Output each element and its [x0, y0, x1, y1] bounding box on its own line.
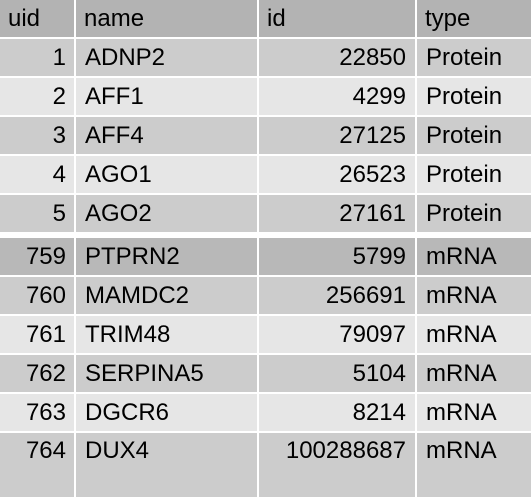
table-row[interactable]: 5 AGO2 27161 Protein	[0, 195, 531, 232]
cell-name: TRIM48	[76, 316, 259, 353]
table-row[interactable]: 2 AFF1 4299 Protein	[0, 78, 531, 115]
cell-type: Protein	[426, 160, 503, 188]
cell-id: 22850	[259, 39, 417, 76]
cell-type: mRNA	[426, 242, 497, 270]
cell-uid: 759	[0, 238, 76, 275]
cell-name: PTPRN2	[76, 238, 259, 275]
cell-id: 8214	[259, 394, 417, 431]
cell-uid: 761	[0, 316, 76, 353]
cell-type: mRNA	[426, 320, 497, 348]
cell-uid: 1	[0, 39, 76, 76]
cell-name: AGO2	[76, 195, 259, 232]
table-row[interactable]: 4 AGO1 26523 Protein	[0, 156, 531, 193]
cell-name: MAMDC2	[76, 277, 259, 314]
cell-name: DUX4	[76, 433, 259, 497]
cell-type: mRNA	[426, 281, 497, 309]
cell-type: mRNA	[426, 437, 497, 464]
cell-id: 27161	[259, 195, 417, 232]
table-row[interactable]: 761 TRIM48 79097 mRNA	[0, 316, 531, 353]
cell-id: 5799	[259, 238, 417, 275]
table-row[interactable]: 1 ADNP2 22850 Protein	[0, 39, 531, 76]
row-gap-divider	[0, 234, 531, 238]
table-row[interactable]: 3 AFF4 27125 Protein	[0, 117, 531, 154]
table-row[interactable]: 764 DUX4 100288687 mRNA	[0, 433, 531, 497]
column-header-name[interactable]: name	[76, 0, 259, 37]
cell-uid: 2	[0, 78, 76, 115]
cell-id: 256691	[259, 277, 417, 314]
table-header: uid name id type	[0, 0, 531, 37]
cell-uid: 763	[0, 394, 76, 431]
cell-type: mRNA	[426, 398, 497, 426]
table-row[interactable]: 760 MAMDC2 256691 mRNA	[0, 277, 531, 314]
column-header-uid[interactable]: uid	[0, 0, 76, 37]
column-header-id[interactable]: id	[259, 0, 417, 37]
cell-id: 27125	[259, 117, 417, 154]
cell-name: DGCR6	[76, 394, 259, 431]
cell-uid: 5	[0, 195, 76, 232]
cell-uid: 760	[0, 277, 76, 314]
cell-uid: 762	[0, 355, 76, 392]
cell-name: SERPINA5	[76, 355, 259, 392]
cell-name: AFF4	[76, 117, 259, 154]
cell-id: 100288687	[259, 433, 417, 497]
cell-uid: 4	[0, 156, 76, 193]
cell-type: Protein	[426, 199, 503, 227]
cell-id: 5104	[259, 355, 417, 392]
cell-type: Protein	[426, 121, 503, 149]
table-row[interactable]: 762 SERPINA5 5104 mRNA	[0, 355, 531, 392]
table-row[interactable]: 759 PTPRN2 5799 mRNA	[0, 238, 531, 275]
cell-name: ADNP2	[76, 39, 259, 76]
cell-type: mRNA	[426, 359, 497, 387]
cell-type: Protein	[426, 43, 503, 71]
cell-name: AFF1	[76, 78, 259, 115]
cell-uid: 764	[0, 433, 76, 497]
cell-name: AGO1	[76, 156, 259, 193]
cell-uid: 3	[0, 117, 76, 154]
cell-id: 26523	[259, 156, 417, 193]
table-row[interactable]: 763 DGCR6 8214 mRNA	[0, 394, 531, 431]
cell-type: Protein	[426, 82, 503, 110]
column-header-type[interactable]: type	[425, 4, 471, 32]
cell-id: 4299	[259, 78, 417, 115]
cell-id: 79097	[259, 316, 417, 353]
